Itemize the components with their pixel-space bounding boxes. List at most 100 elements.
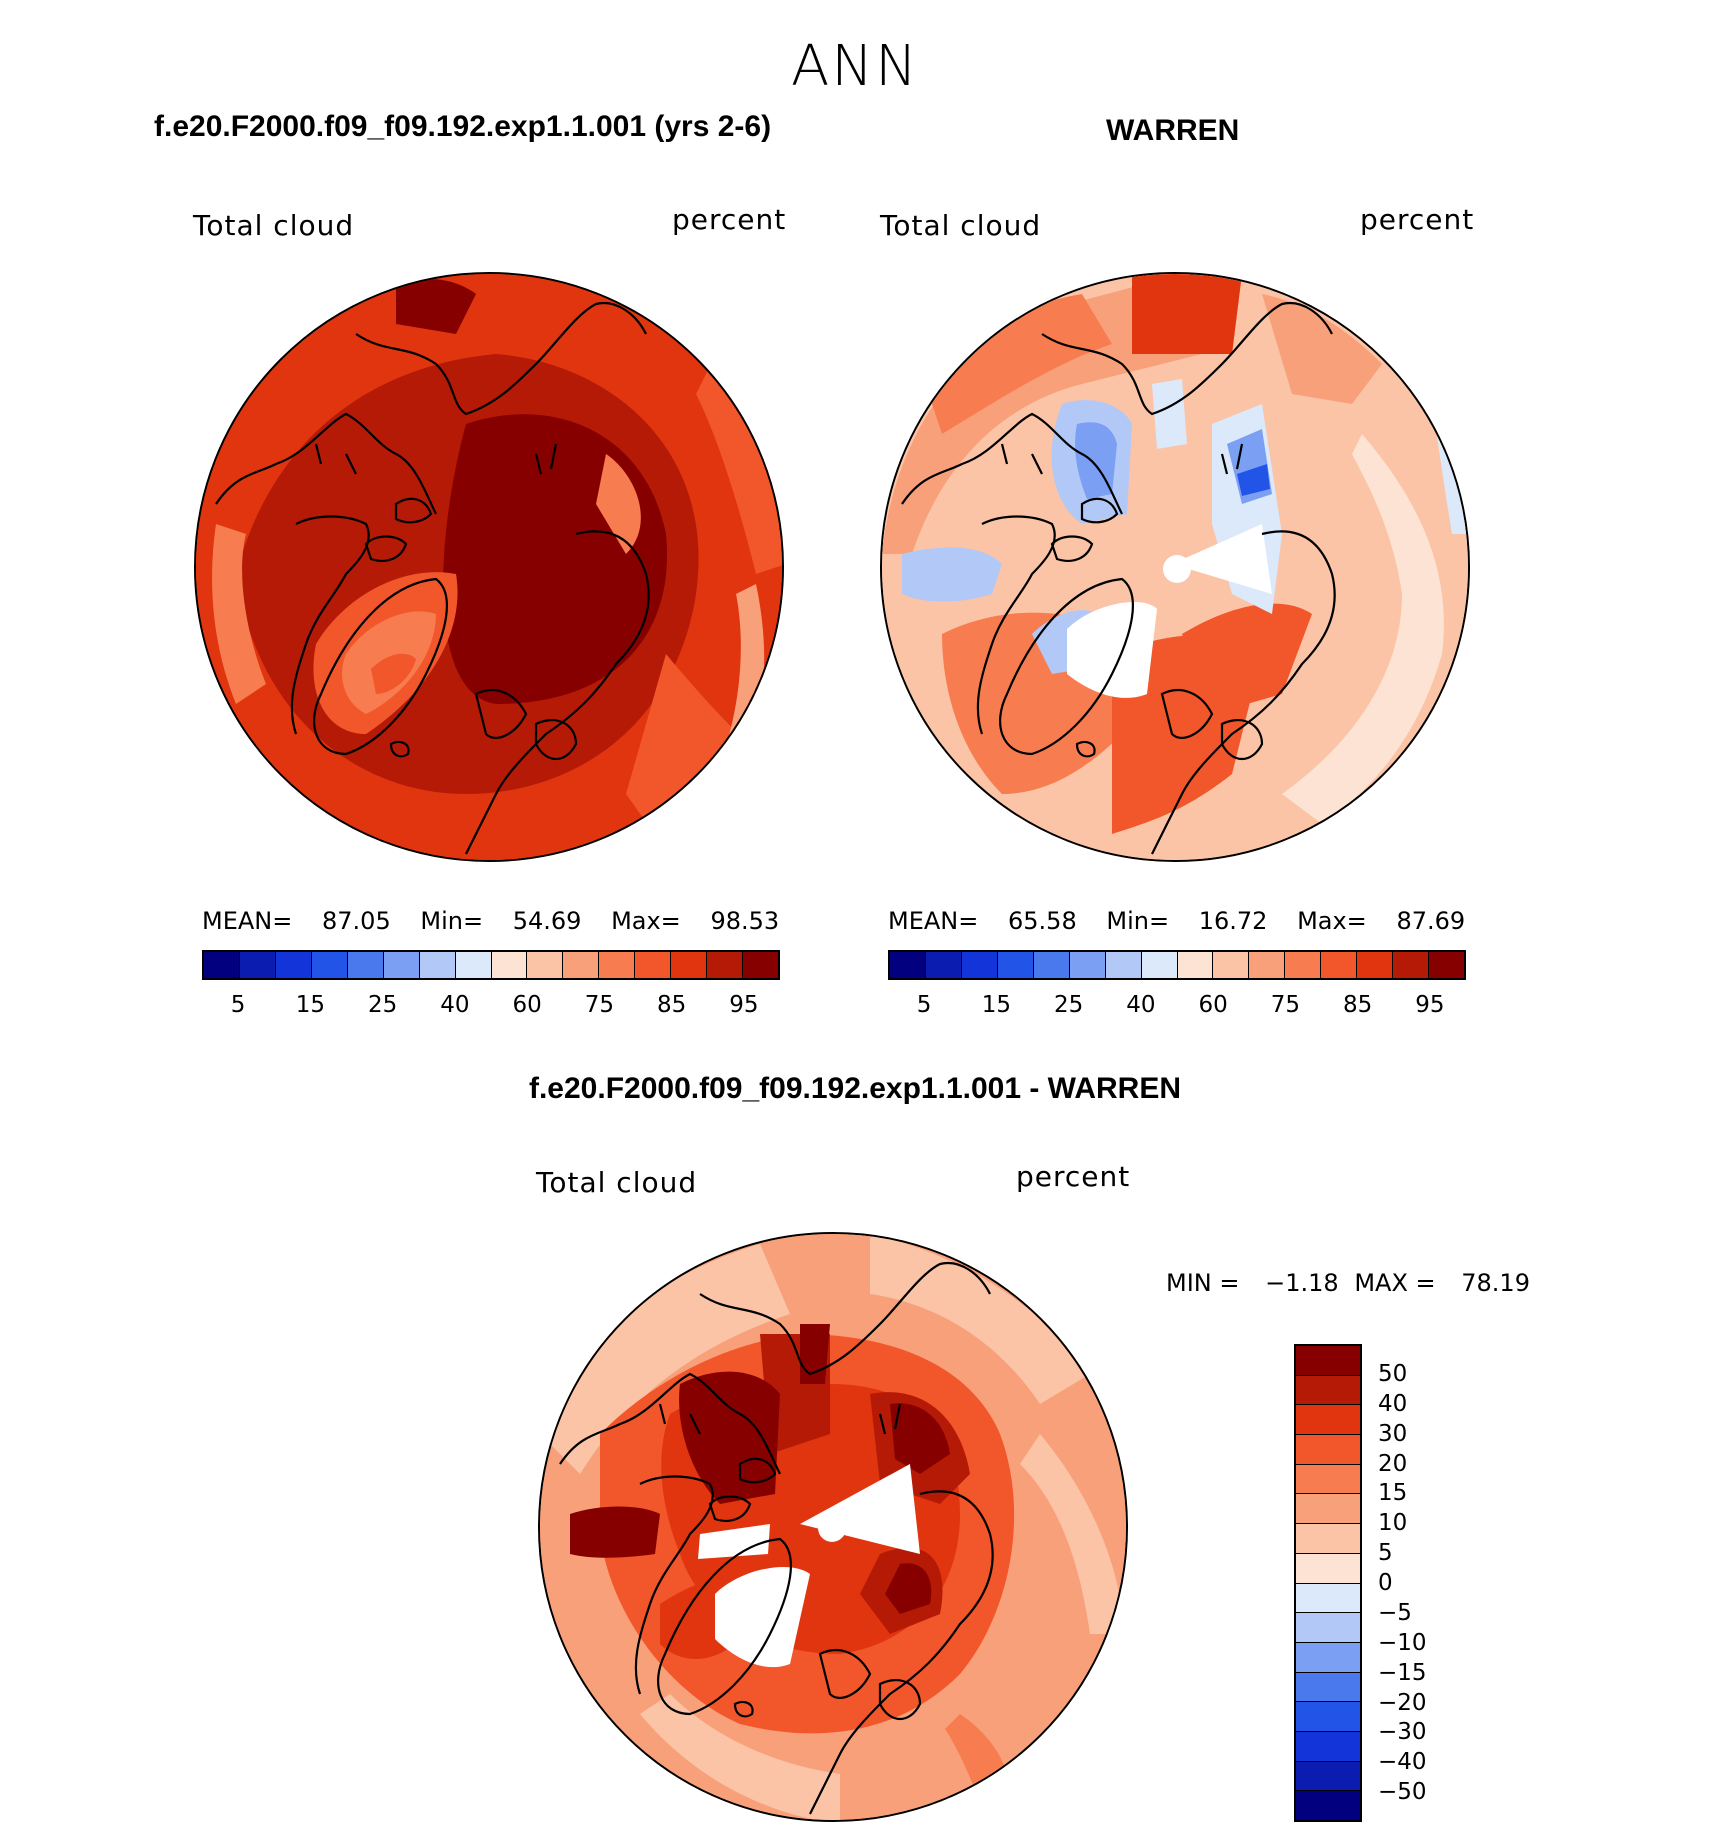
colorbar-swatch: [311, 952, 348, 978]
colorbar-tick-label: −20: [1378, 1689, 1427, 1716]
cloud-field: [882, 274, 1468, 860]
colorbar-swatch: [1296, 1731, 1360, 1762]
colorbar-swatch: [1296, 1672, 1360, 1703]
max-label: MAX =: [1354, 1269, 1436, 1297]
max-label: Max=: [1297, 907, 1367, 935]
colorbar-tick-label: 40: [440, 992, 470, 1018]
colorbar-tick-label: 85: [1342, 992, 1373, 1018]
min-label: MIN =: [1166, 1269, 1240, 1297]
colorbar-tick-label: 60: [512, 992, 542, 1018]
panel-2-colorbar-ticks: 5 15 25 40 60 75 85 95: [888, 992, 1466, 1022]
colorbar-swatch: [1296, 1642, 1360, 1673]
colorbar-swatch: [1393, 952, 1430, 978]
mean-label: MEAN=: [202, 907, 293, 935]
colorbar-swatch: [1321, 952, 1358, 978]
colorbar-swatch: [599, 952, 636, 978]
colorbar-tick-label: 95: [729, 992, 759, 1018]
diff-colorbar: [1294, 1344, 1362, 1822]
colorbar-swatch: [961, 952, 998, 978]
colorbar-tick-label: 25: [1053, 992, 1084, 1018]
colorbar-tick-label: −40: [1378, 1749, 1427, 1776]
colorbar-swatch: [1177, 952, 1214, 978]
colorbar-tick-label: 15: [1378, 1480, 1408, 1507]
colorbar-tick-label: 15: [295, 992, 326, 1018]
colorbar-swatch: [1105, 952, 1142, 978]
panel-1-variable: Total cloud: [193, 209, 355, 242]
colorbar-swatch: [527, 952, 564, 978]
cloud-field: [540, 1234, 1126, 1820]
colorbar-tick-label: 10: [1378, 1510, 1408, 1537]
colorbar-swatch: [1296, 1464, 1360, 1495]
colorbar-swatch: [1296, 1435, 1360, 1465]
colorbar-tick-label: 5: [230, 992, 246, 1018]
colorbar-tick-label: 75: [584, 992, 615, 1018]
colorbar-tick-label: 40: [1126, 992, 1156, 1018]
panel-2-colorbar: [888, 950, 1466, 980]
colorbar-swatch: [419, 952, 456, 978]
colorbar-swatch: [1429, 952, 1464, 978]
colorbar-swatch: [204, 952, 240, 978]
colorbar-swatch: [1249, 952, 1286, 978]
min-value: −1.18: [1265, 1269, 1339, 1297]
colorbar-swatch: [1296, 1375, 1360, 1406]
colorbar-tick-label: 40: [1378, 1390, 1408, 1417]
panel-2-variable: Total cloud: [880, 209, 1042, 242]
colorbar-tick-label: −5: [1378, 1599, 1412, 1626]
colorbar-tick-label: −50: [1378, 1779, 1427, 1806]
colorbar-swatch: [890, 952, 926, 978]
colorbar-tick-label: 50: [1378, 1360, 1408, 1387]
panel-1-colorbar-ticks: 5 15 25 40 60 75 85 95: [202, 992, 780, 1022]
colorbar-tick-label: 95: [1415, 992, 1445, 1018]
colorbar-swatch: [1296, 1761, 1360, 1792]
colorbar-swatch: [1141, 952, 1178, 978]
colorbar-swatch: [563, 952, 600, 978]
colorbar-tick-label: 15: [981, 992, 1012, 1018]
panel-1-units: percent: [672, 203, 787, 236]
coastlines: [215, 301, 650, 855]
colorbar-tick-label: 5: [916, 992, 932, 1018]
colorbar-swatch: [1357, 952, 1394, 978]
mean-value: 87.05: [322, 907, 391, 935]
diff-title: f.e20.F2000.f09_f09.192.exp1.1.001 - WAR…: [528, 1072, 1182, 1105]
panel-1-colorbar: [202, 950, 780, 980]
panel-2-stats: MEAN= 65.58 Min= 16.72 Max= 87.69: [888, 907, 1465, 935]
colorbar-swatch: [1069, 952, 1106, 978]
colorbar-swatch: [1296, 1524, 1360, 1554]
colorbar-swatch: [1296, 1405, 1360, 1436]
diff-units: percent: [1016, 1160, 1131, 1193]
min-value: 16.72: [1198, 907, 1268, 935]
colorbar-tick-label: −30: [1378, 1719, 1427, 1746]
colorbar-swatch: [1296, 1494, 1360, 1525]
colorbar-tick-label: −10: [1378, 1629, 1427, 1656]
colorbar-swatch: [347, 952, 384, 978]
colorbar-tick-label: 25: [367, 992, 398, 1018]
colorbar-swatch: [671, 952, 708, 978]
panel-2-units: percent: [1360, 203, 1475, 236]
colorbar-swatch: [635, 952, 672, 978]
colorbar-tick-label: 20: [1378, 1450, 1408, 1477]
colorbar-swatch: [1213, 952, 1250, 978]
colorbar-swatch: [491, 952, 528, 978]
diff-colorbar-ticks: 50 40 30 20 15 10 5 0 −5 −10 −15 −20 −30 −40 −50: [1378, 1344, 1468, 1822]
max-value: 78.19: [1461, 1269, 1530, 1297]
min-label: Min=: [1106, 907, 1170, 935]
colorbar-swatch: [275, 952, 312, 978]
colorbar-swatch: [743, 952, 778, 978]
mean-value: 65.58: [1008, 907, 1077, 935]
colorbar-tick-label: 60: [1198, 992, 1228, 1018]
diff-minmax: MIN = −1.18 MAX = 78.19: [1166, 1269, 1530, 1297]
max-value: 98.53: [710, 907, 780, 935]
min-label: Min=: [420, 907, 484, 935]
season-title: ANN: [790, 34, 920, 99]
panel-1-stats: MEAN= 87.05 Min= 54.69 Max= 98.53: [202, 907, 779, 935]
panel-1-map: [194, 272, 784, 862]
colorbar-swatch: [925, 952, 962, 978]
colorbar-swatch: [997, 952, 1034, 978]
colorbar-swatch: [1296, 1613, 1360, 1643]
cloud-field: [196, 274, 782, 860]
panel-1-title: f.e20.F2000.f09_f09.192.exp1.1.001 (yrs …: [154, 110, 772, 143]
panel-2-title: WARREN: [1106, 114, 1240, 147]
colorbar-tick-label: −15: [1378, 1659, 1427, 1686]
max-value: 87.69: [1396, 907, 1466, 935]
colorbar-swatch: [1285, 952, 1322, 978]
